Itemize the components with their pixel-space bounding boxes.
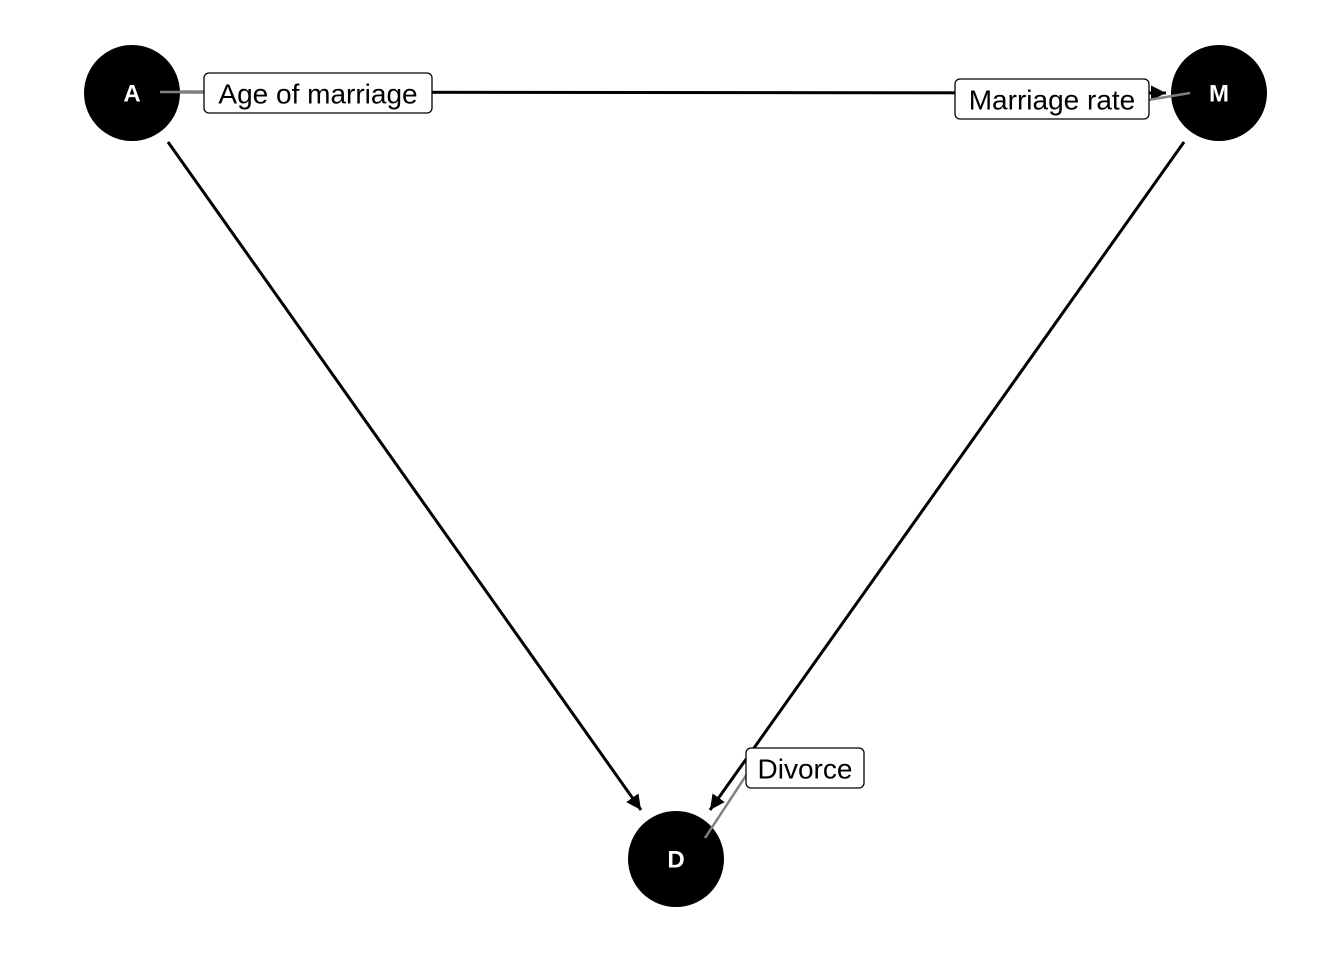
node-m-letter: M [1209,81,1229,108]
leader-line-d [703,773,749,839]
label-m-text: Marriage rate [969,85,1136,116]
node-d-letter: D [667,847,684,874]
label-a-box [203,72,433,114]
label-a: Age of marriage [203,72,433,114]
node-d-circle [628,811,724,907]
edges [166,85,1186,811]
label-d: Divorce [745,747,865,789]
label-a-text: Age of marriage [218,79,417,110]
node-a[interactable]: A [84,45,180,141]
label-d-box [745,747,865,789]
node-a-letter: A [123,81,140,108]
label-d-text: Divorce [758,754,853,785]
node-m[interactable]: M [1171,45,1267,141]
edge-m-to-d [708,141,1186,811]
node-m-circle [1171,45,1267,141]
label-m-box [954,78,1150,120]
leader-lines [160,90,1191,839]
node-d[interactable]: D [628,811,724,907]
node-a-circle [84,45,180,141]
edge-a-to-d [166,141,643,811]
leader-line-m [1147,91,1191,102]
label-m: Marriage rate [954,78,1150,120]
